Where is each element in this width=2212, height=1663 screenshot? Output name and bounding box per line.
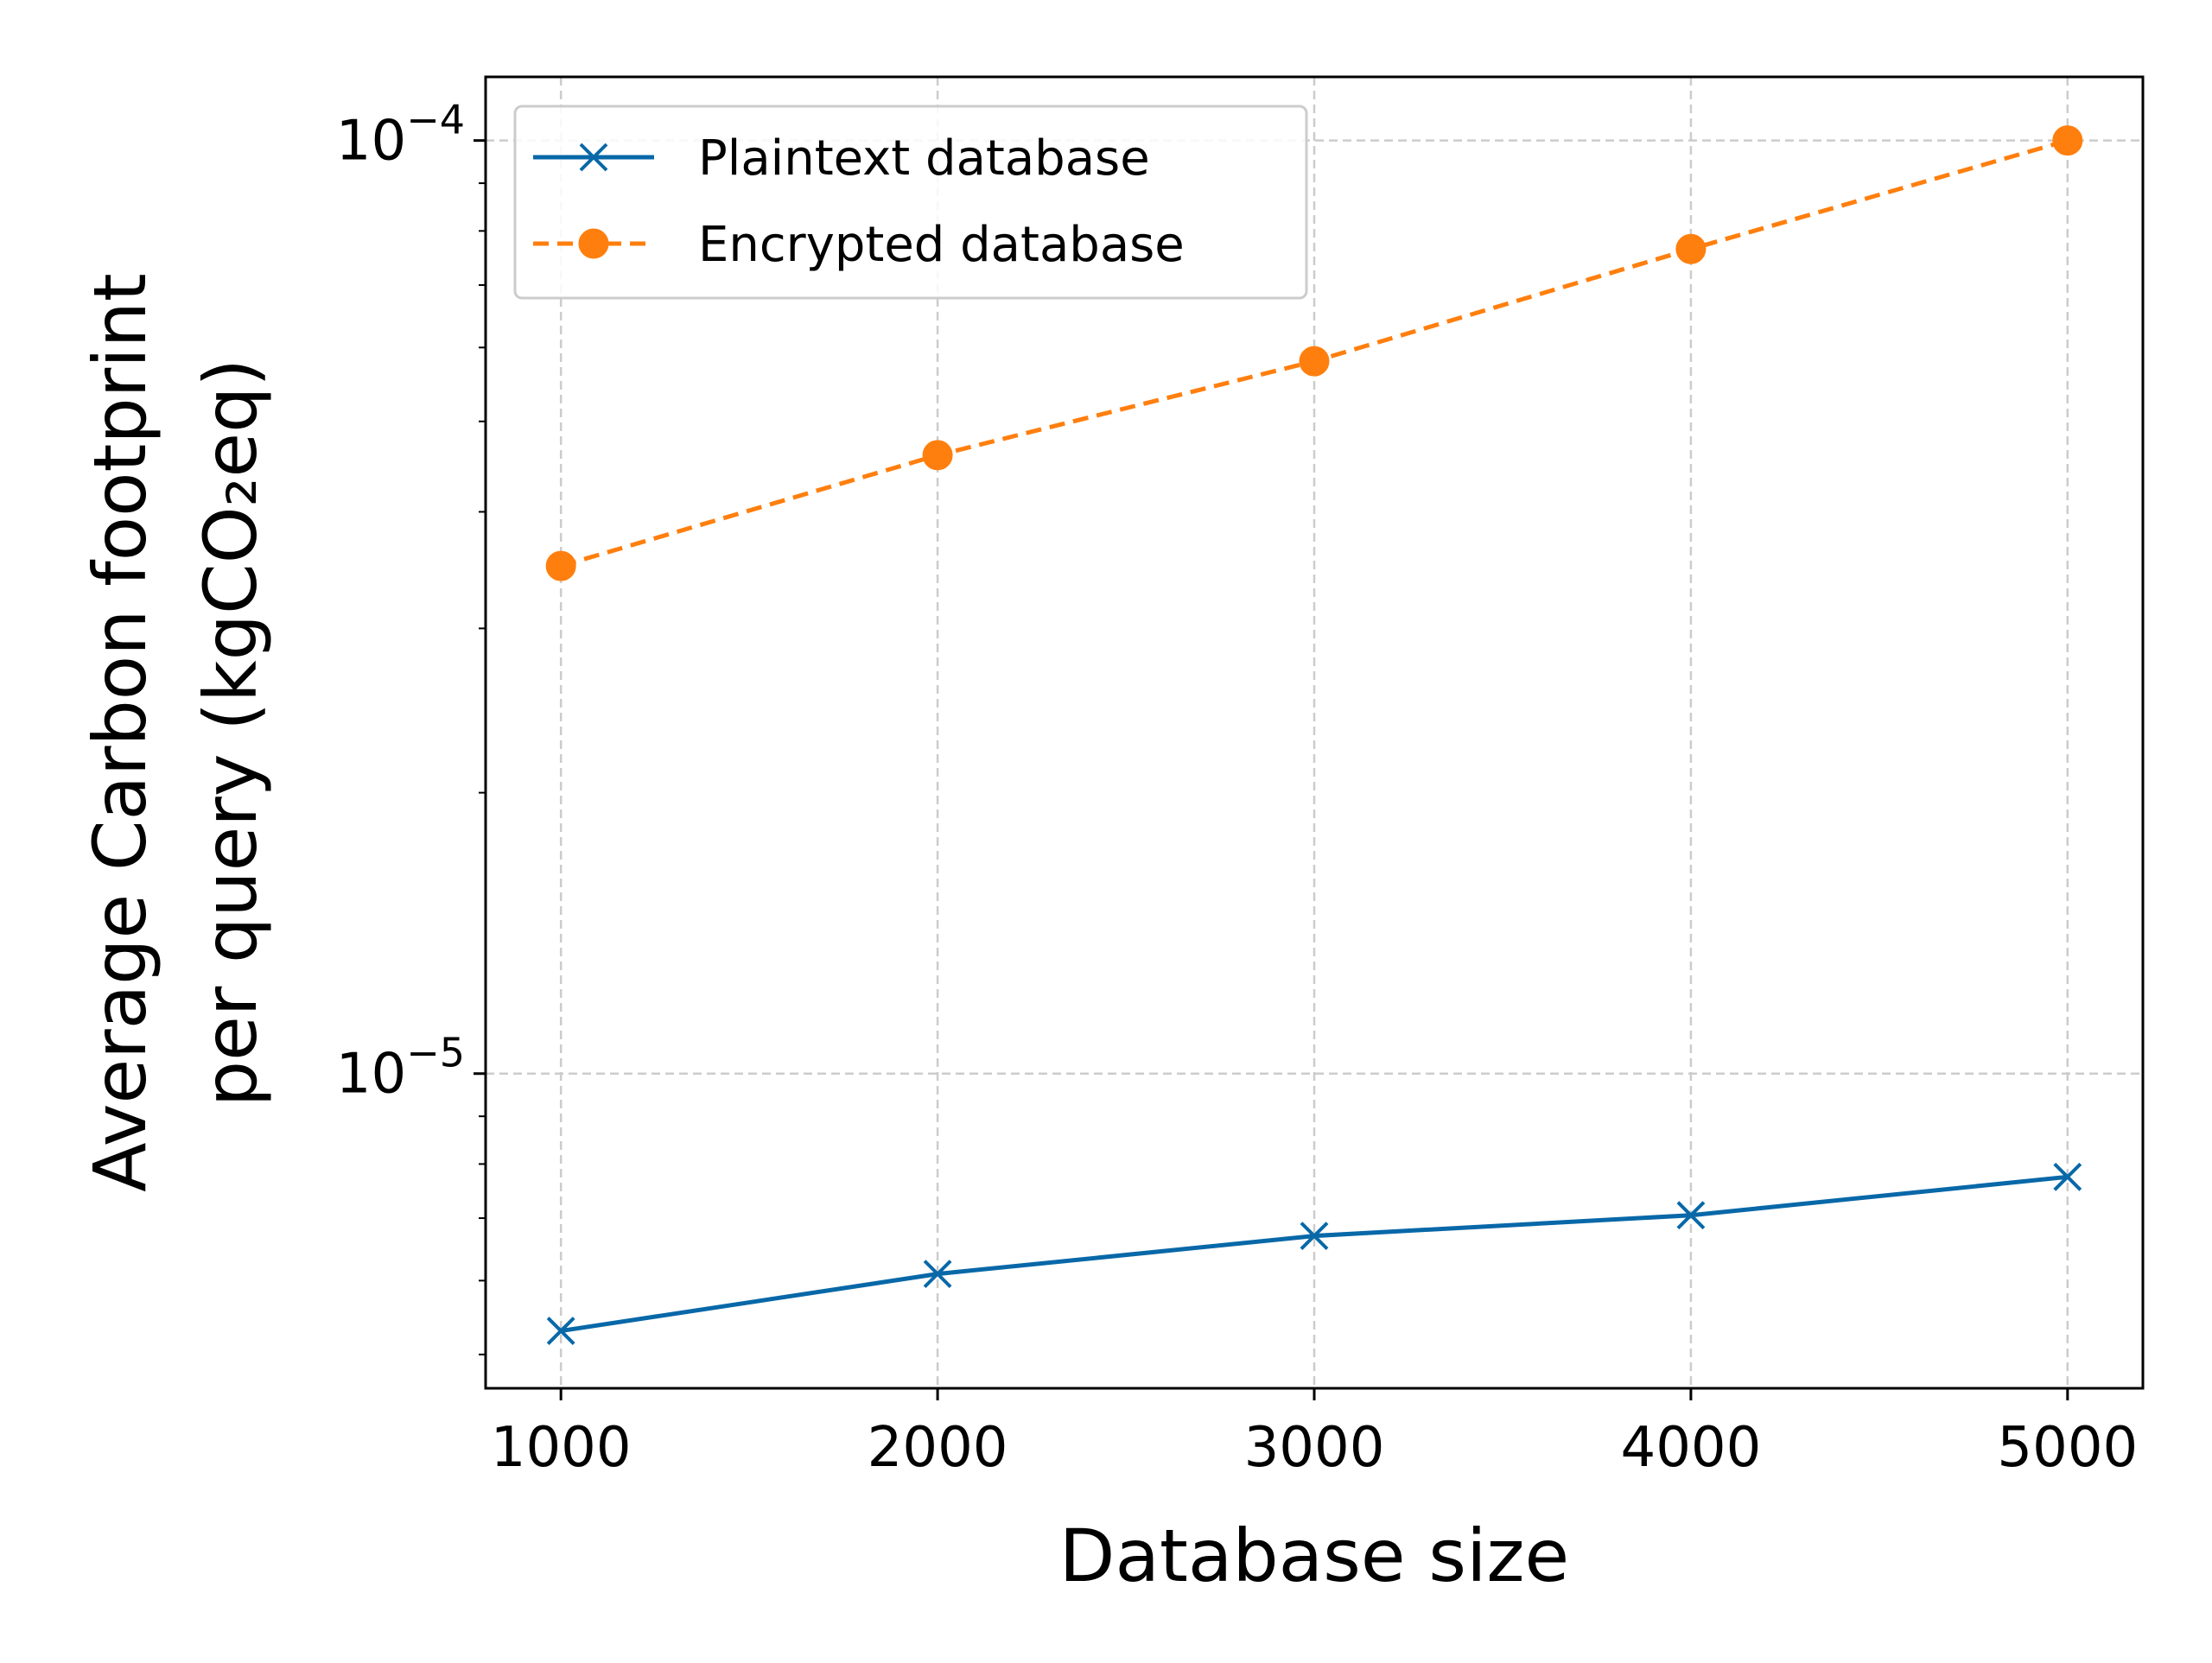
data-point-encrypted-database <box>1299 346 1330 377</box>
marker-stroke <box>1676 1201 1706 1230</box>
legend-marker-encrypted-database <box>578 228 609 259</box>
marker-stroke <box>923 1260 952 1289</box>
data-point-encrypted-database <box>1675 233 1707 264</box>
x-axis-title: Database size <box>1059 1514 1569 1598</box>
legend-label-encrypted-database: Encrypted database <box>698 217 1185 273</box>
data-point-encrypted-database <box>922 440 953 471</box>
series-layer <box>545 125 2083 1345</box>
legend-label-plaintext-database: Plaintext database <box>698 130 1150 187</box>
tick-layer: 1000 2000 3000 4000 5000 10−5 10−4 <box>336 97 2139 1480</box>
y-axis-title-line-2: per query (kgCO₂eq) <box>188 359 273 1107</box>
data-point-encrypted-database <box>545 550 576 581</box>
x-tick-label: 5000 <box>1997 1416 2138 1480</box>
data-point-encrypted-database <box>2052 125 2083 156</box>
data-point-plaintext-database <box>1676 1201 1706 1230</box>
marker-stroke <box>546 1317 575 1345</box>
grid-layer <box>486 77 2143 1388</box>
y-axis-title: Average Carbon footprint per query (kgCO… <box>78 273 273 1192</box>
data-point-plaintext-database <box>2053 1162 2082 1191</box>
x-tick-label: 1000 <box>491 1416 632 1480</box>
data-point-plaintext-database <box>1300 1222 1329 1251</box>
legend-items: Plaintext database Encrypted database <box>533 130 1185 273</box>
legend-marker-plaintext-database <box>579 143 608 172</box>
y-axis-title-line-1: Average Carbon footprint <box>78 273 162 1192</box>
data-point-plaintext-database <box>546 1317 575 1345</box>
x-tick-label: 2000 <box>868 1416 1008 1480</box>
legend: Plaintext database Encrypted database <box>513 105 1308 300</box>
y-tick-label-exponent: −5 <box>406 1030 465 1076</box>
marker-stroke <box>2053 1162 2082 1191</box>
marker-stroke <box>579 143 608 172</box>
x-tick-label: 4000 <box>1620 1416 1761 1480</box>
x-tick-label: 3000 <box>1244 1416 1385 1480</box>
y-tick-label: 10−4 <box>336 97 465 174</box>
legend-box <box>513 105 1308 300</box>
y-tick-label-exponent: −4 <box>406 97 465 143</box>
marker-stroke <box>1300 1222 1329 1251</box>
data-point-plaintext-database <box>923 1260 952 1289</box>
y-tick-label: 10−5 <box>336 1030 465 1107</box>
